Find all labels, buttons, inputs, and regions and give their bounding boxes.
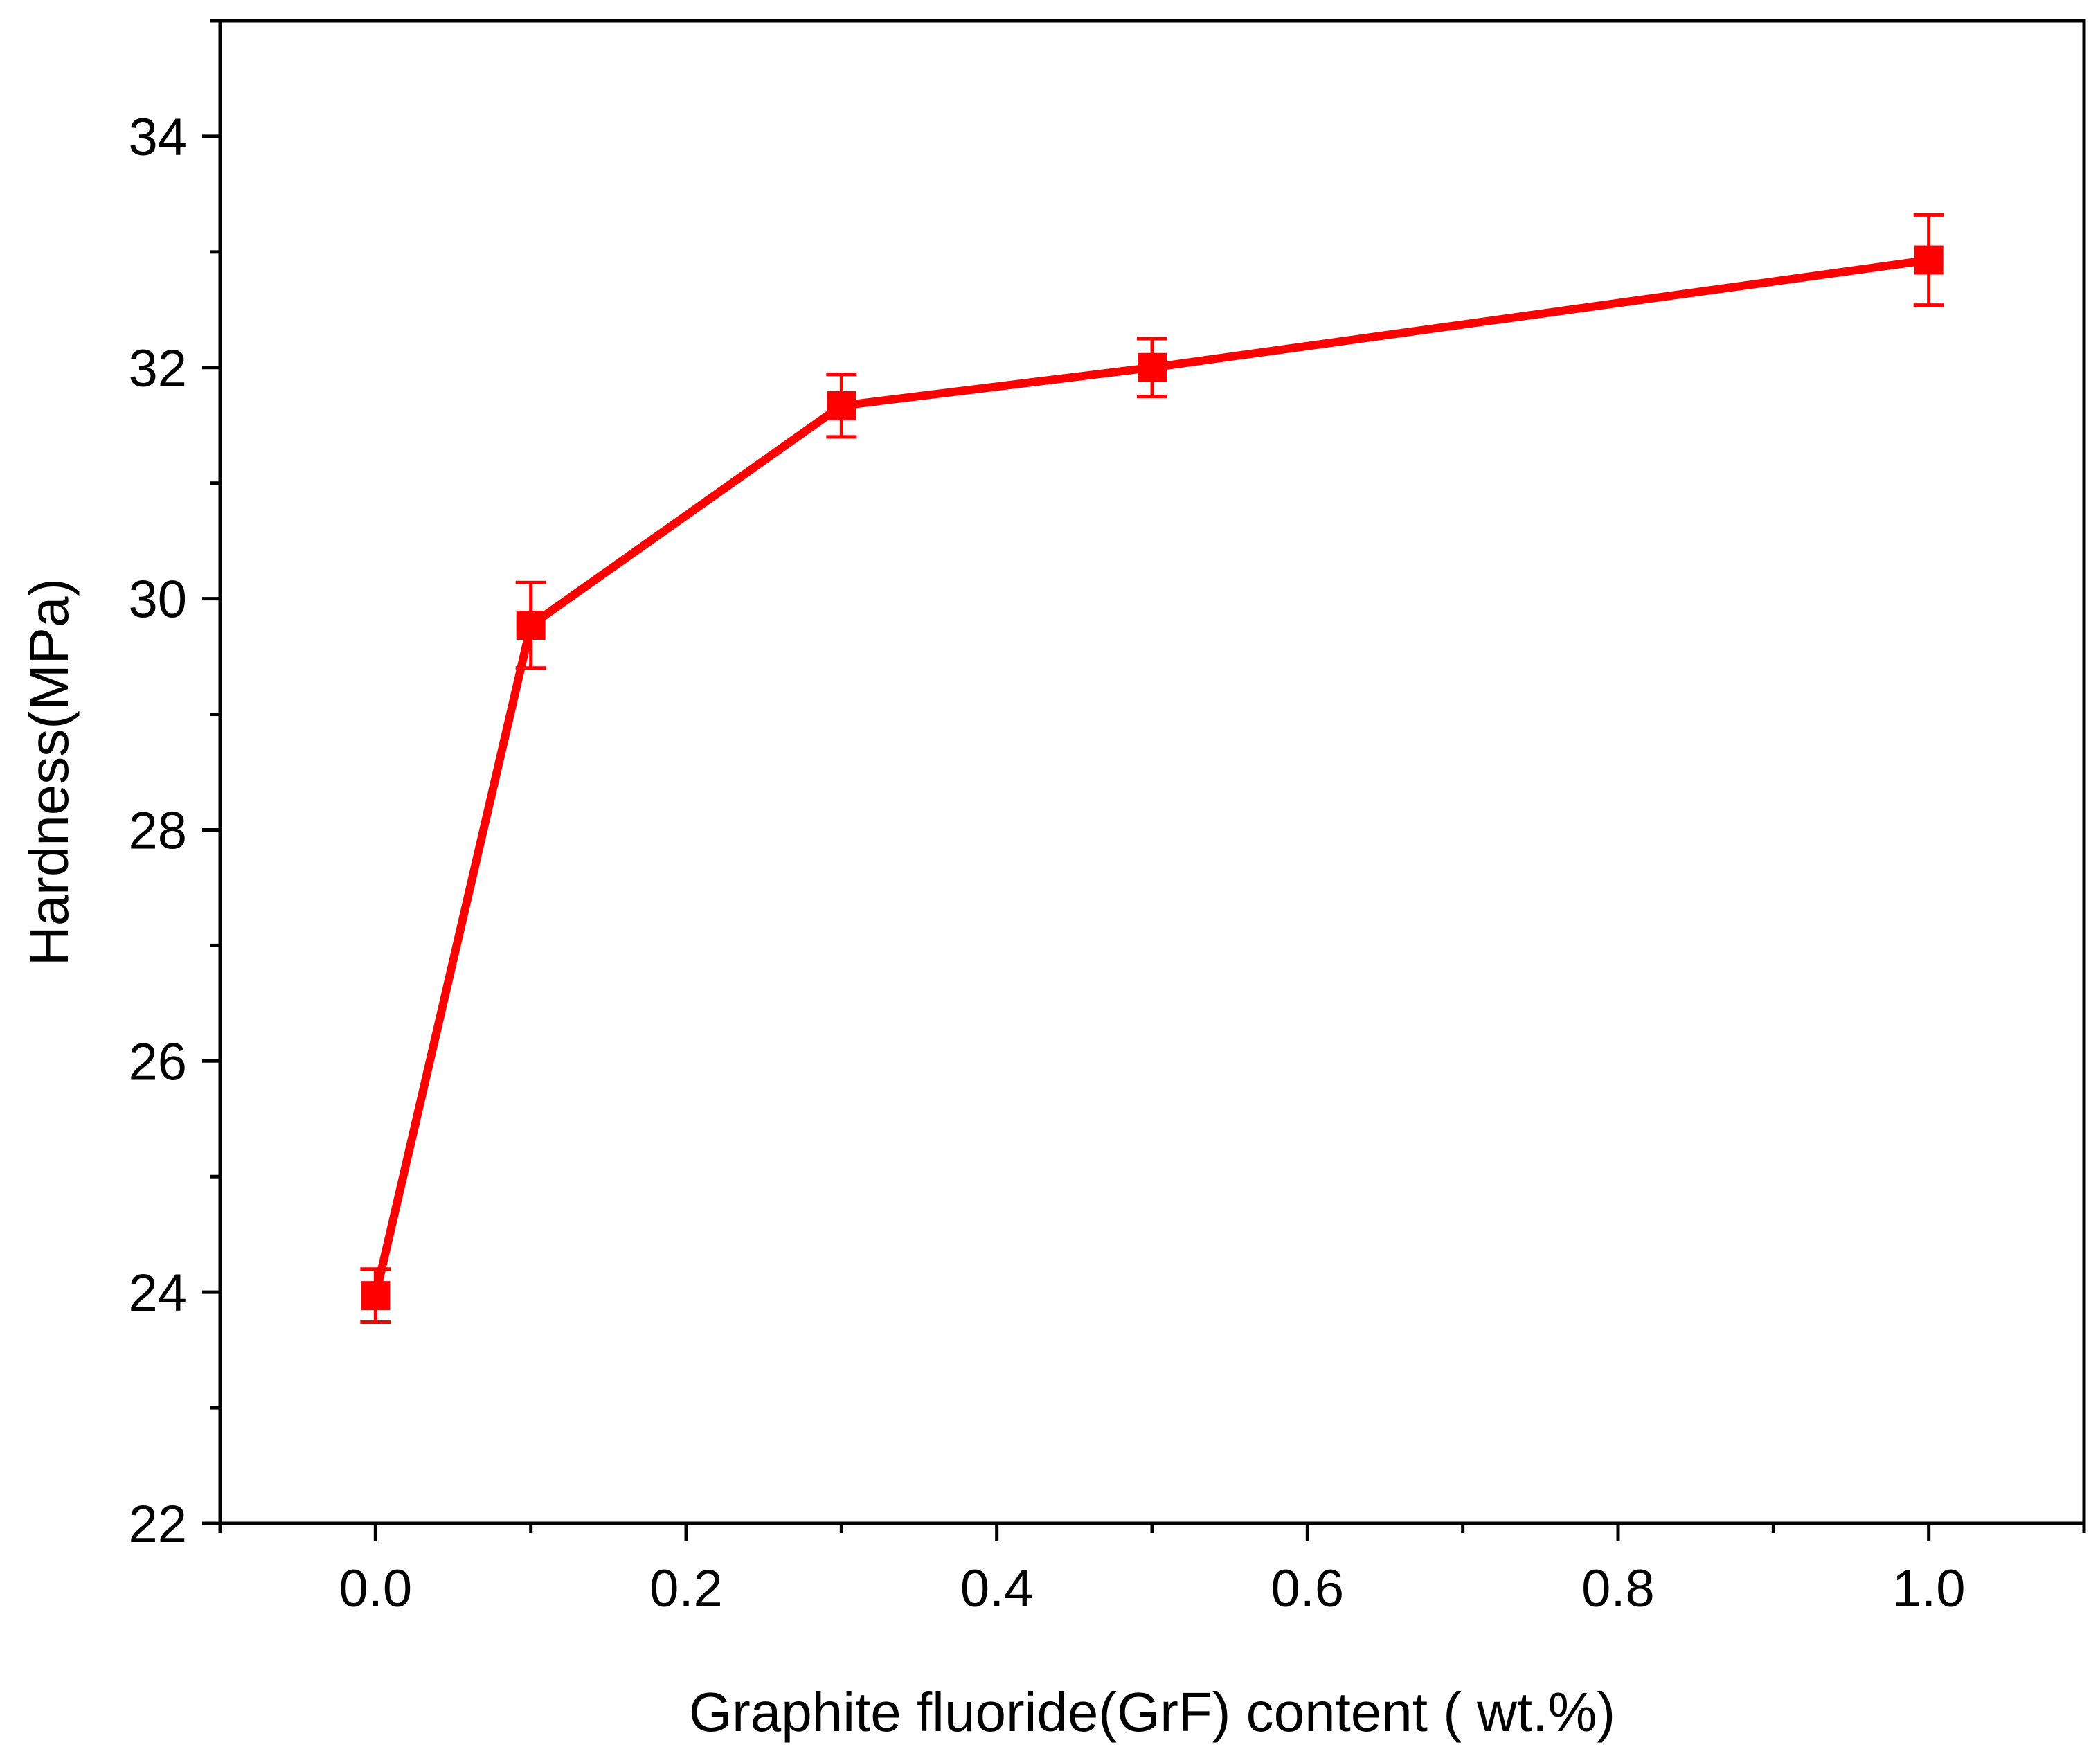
x-axis-title: Graphite fluoride(GrF) content ( wt.%) xyxy=(689,1681,1615,1743)
y-tick-label: 24 xyxy=(128,1264,187,1323)
data-point xyxy=(827,391,856,420)
series-line xyxy=(371,256,1930,1297)
x-tick-label: 1.0 xyxy=(1892,1559,1966,1618)
y-tick-label: 32 xyxy=(128,339,187,398)
data-point xyxy=(361,1281,391,1311)
x-tick-label: 0.4 xyxy=(960,1559,1034,1618)
x-tick-label: 0.8 xyxy=(1581,1559,1655,1618)
x-tick-label: 0.0 xyxy=(339,1559,413,1618)
x-tick-label: 0.2 xyxy=(649,1559,723,1618)
y-tick-label: 22 xyxy=(128,1495,187,1554)
y-tick-label: 30 xyxy=(128,571,187,629)
x-axis: 0.0 0.2 0.4 0.6 0.8 1.0 xyxy=(218,1523,2086,1618)
y-axis-title: Hardness(MPa) xyxy=(18,578,80,966)
y-axis: 22 24 26 28 30 32 34 xyxy=(128,19,220,1554)
data-point xyxy=(1138,352,1167,382)
series-layer xyxy=(360,213,1944,1325)
y-tick-label: 34 xyxy=(128,108,187,167)
y-tick-label: 28 xyxy=(128,801,187,860)
data-point xyxy=(516,611,546,640)
y-tick-label: 26 xyxy=(128,1032,187,1091)
x-tick-label: 0.6 xyxy=(1271,1559,1345,1618)
data-point xyxy=(1914,245,1944,275)
